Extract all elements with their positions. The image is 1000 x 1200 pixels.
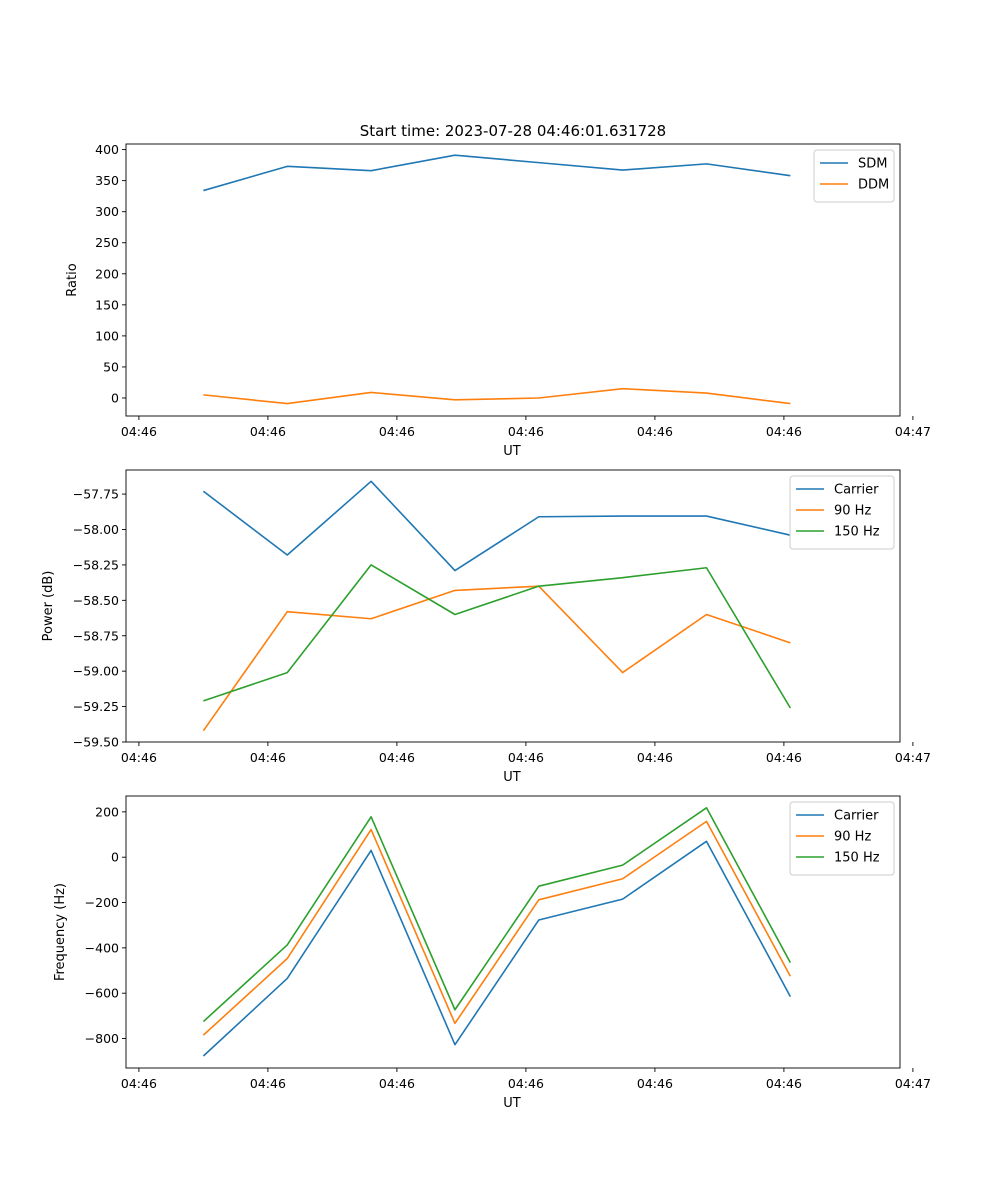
y-tick-label: 350 [95, 173, 119, 188]
series-line-150-hz [203, 564, 792, 709]
series-line-90-hz [202, 820, 792, 1036]
y-tick-label: −59.25 [73, 699, 119, 714]
x-tick-label: 04:47 [895, 750, 931, 765]
x-tick-label: 04:46 [766, 1076, 802, 1091]
y-tick-label: −400 [85, 940, 119, 955]
x-tick-label: 04:46 [121, 750, 157, 765]
legend: SDM DDM [813, 149, 895, 203]
axes-frame [125, 795, 901, 1069]
legend-label: 150 Hz [834, 525, 880, 540]
y-tick-label: −57.75 [73, 487, 119, 502]
legend-label: DDM [858, 178, 889, 193]
x-tick-label: 04:46 [508, 424, 544, 439]
x-tick-label: 04:46 [766, 750, 802, 765]
x-tick-label: 04:46 [250, 750, 286, 765]
y-tick-label: 150 [95, 297, 119, 312]
series-line-150-hz [202, 806, 792, 1023]
y-tick-label: 100 [95, 328, 119, 343]
x-tick-label: 04:47 [895, 424, 931, 439]
x-axis-label: UT [503, 1096, 521, 1111]
x-tick-label: 04:46 [379, 1076, 415, 1091]
y-tick-label: −59.50 [73, 735, 119, 750]
x-tick-label: 04:46 [379, 424, 415, 439]
y-tick-label: 300 [95, 204, 119, 219]
axes-frame [125, 143, 901, 417]
legend-label: Carrier [834, 809, 879, 824]
y-axis-label: Power (dB) [41, 571, 56, 642]
x-tick-label: 04:46 [250, 424, 286, 439]
y-tick-label: 250 [95, 235, 119, 250]
axes-1: 04:46 04:46 04:46 04:46 04:46 04:46 04:47 0 50 10… [65, 142, 931, 459]
y-tick-label: −59.00 [73, 664, 119, 679]
x-axis-label: UT [503, 444, 521, 459]
axes-container: 04:46 04:46 04:46 04:46 04:46 04:46 04:47 0 50 10… [41, 142, 931, 1111]
y-tick-label: 0 [111, 390, 119, 405]
x-tick-label: 04:46 [121, 424, 157, 439]
legend-label: 90 Hz [834, 830, 871, 845]
legend-label: 90 Hz [834, 504, 871, 519]
y-tick-label: 0 [111, 850, 119, 865]
x-tick-label: 04:47 [895, 1076, 931, 1091]
series-line-90-hz [202, 585, 791, 732]
axes-frame [125, 469, 901, 743]
series-line-carrier [202, 840, 792, 1057]
legend: Carrier 90 Hz 150 Hz [789, 801, 895, 876]
x-tick-label: 04:46 [121, 1076, 157, 1091]
series-line-ddm [203, 387, 791, 405]
series-line-sdm [203, 154, 791, 192]
x-tick-label: 04:46 [637, 750, 673, 765]
legend-label: Carrier [834, 483, 879, 498]
x-tick-label: 04:46 [766, 424, 802, 439]
y-tick-label: −58.75 [73, 628, 119, 643]
y-tick-label: −200 [85, 895, 119, 910]
x-tick-label: 04:46 [637, 1076, 673, 1091]
series-line-carrier [202, 480, 791, 572]
legend-label: 150 Hz [834, 851, 880, 866]
legend-label: SDM [858, 157, 887, 172]
y-tick-label: 200 [95, 804, 119, 819]
y-tick-label: 200 [95, 266, 119, 281]
y-axis-label: Ratio [65, 263, 80, 296]
x-tick-label: 04:46 [508, 750, 544, 765]
y-tick-label: 400 [95, 142, 119, 157]
x-tick-label: 04:46 [250, 1076, 286, 1091]
y-axis-label: Frequency (Hz) [53, 883, 68, 981]
figure-title: Start time: 2023-07-28 04:46:01.631728 [360, 122, 666, 140]
y-tick-label: −600 [85, 986, 119, 1001]
y-tick-label: 50 [103, 359, 119, 374]
y-tick-label: −58.00 [73, 522, 119, 537]
axes-3: 04:46 04:46 04:46 04:46 04:46 04:46 04:47 −800 −… [53, 795, 931, 1111]
x-tick-label: 04:46 [637, 424, 673, 439]
legend: Carrier 90 Hz 150 Hz [789, 475, 895, 550]
y-tick-label: −800 [85, 1031, 119, 1046]
x-tick-label: 04:46 [379, 750, 415, 765]
y-tick-label: −58.25 [73, 557, 119, 572]
y-tick-label: −58.50 [73, 593, 119, 608]
x-axis-label: UT [503, 770, 521, 785]
axes-2: 04:46 04:46 04:46 04:46 04:46 04:46 04:47 −59.5… [41, 469, 931, 785]
x-tick-label: 04:46 [508, 1076, 544, 1091]
